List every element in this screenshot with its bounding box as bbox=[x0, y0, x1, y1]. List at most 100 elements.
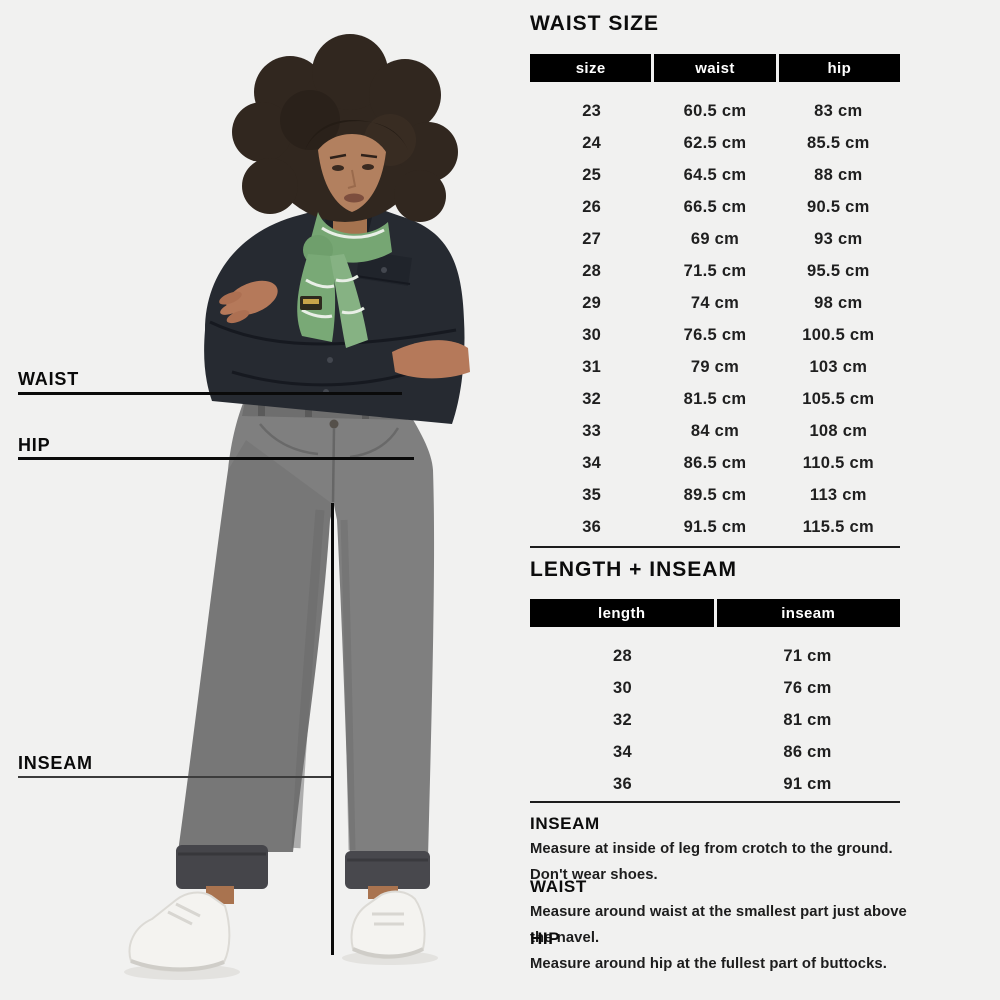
table-cell: 64.5 cm bbox=[683, 165, 747, 184]
hip-measure-line bbox=[18, 457, 414, 460]
table-cell: 110.5 cm bbox=[802, 453, 874, 472]
table-cell: 103 cm bbox=[809, 357, 868, 376]
waist-table-body: 23 60.5 cm 83 cm 24 62.5 cm 85.5 cm 25 64.5 cm 8… bbox=[530, 95, 900, 543]
waist-table-header: size waist hip bbox=[530, 54, 900, 82]
table-cell: 29 bbox=[582, 293, 602, 312]
table-row: 26 66.5 cm 90.5 cm bbox=[530, 191, 900, 223]
table-cell: 105.5 cm bbox=[802, 389, 875, 408]
table-row: 24 62.5 cm 85.5 cm bbox=[530, 127, 900, 159]
header-cell: waist bbox=[654, 54, 776, 82]
waist-size-title: WAIST SIZE bbox=[530, 12, 660, 35]
table-cell: 91 cm bbox=[783, 774, 832, 793]
figure-label-waist: WAIST bbox=[18, 369, 79, 389]
sneakers bbox=[128, 890, 426, 972]
length-table-header: length inseam bbox=[530, 599, 900, 627]
waist-measure-line bbox=[18, 392, 402, 395]
divider bbox=[530, 801, 900, 803]
table-cell: 93 cm bbox=[814, 229, 863, 248]
table-cell: 36 bbox=[613, 774, 632, 793]
table-cell: 90.5 cm bbox=[806, 197, 870, 216]
table-row: 25 64.5 cm 88 cm bbox=[530, 159, 900, 191]
table-cell: 30 bbox=[613, 678, 632, 697]
forearm bbox=[392, 340, 470, 379]
table-cell: 83 cm bbox=[814, 101, 863, 120]
note-inseam-body: Measure at inside of leg from crotch to … bbox=[530, 841, 893, 883]
table-cell: 24 bbox=[582, 133, 602, 152]
note-waist-body: Measure around waist at the smallest par… bbox=[530, 904, 907, 946]
model-photo bbox=[124, 34, 470, 980]
table-row: 30 76.5 cm 100.5 cm bbox=[530, 319, 900, 351]
table-row: 23 60.5 cm 83 cm bbox=[530, 95, 900, 127]
note-hip-body: Measure around hip at the fullest part o… bbox=[530, 956, 887, 972]
length-inseam-title: LENGTH + INSEAM bbox=[530, 558, 737, 581]
table-cell: 28 bbox=[613, 646, 632, 665]
table-row: 28 71.5 cm 95.5 cm bbox=[530, 255, 900, 287]
header-cell: size bbox=[530, 54, 652, 82]
table-cell: 95.5 cm bbox=[806, 261, 870, 280]
table-row: 32 81 cm bbox=[530, 704, 900, 736]
header-cell: length bbox=[530, 599, 714, 627]
table-cell: 28 bbox=[582, 261, 602, 280]
table-row: 36 91 cm bbox=[530, 768, 900, 800]
table-cell: 25 bbox=[582, 165, 602, 184]
table-cell: 26 bbox=[582, 197, 602, 216]
table-cell: 60.5 cm bbox=[683, 101, 747, 120]
note-waist-heading: WAIST bbox=[530, 877, 587, 896]
figure-label-inseam: INSEAM bbox=[18, 753, 93, 773]
table-cell: 86.5 cm bbox=[683, 453, 747, 472]
table-row: 35 89.5 cm 113 cm bbox=[530, 479, 900, 511]
inseam-vertical-line bbox=[331, 503, 334, 955]
divider bbox=[530, 546, 900, 548]
table-cell: 84 cm bbox=[690, 421, 740, 440]
table-cell: 35 bbox=[582, 485, 602, 504]
table-cell: 79 cm bbox=[690, 357, 740, 376]
table-cell: 76.5 cm bbox=[683, 325, 747, 344]
table-row: 27 69 cm 93 cm bbox=[530, 223, 900, 255]
table-row: 29 74 cm 98 cm bbox=[530, 287, 900, 319]
header-cell: inseam bbox=[716, 599, 900, 627]
table-cell: 32 bbox=[582, 389, 602, 408]
table-cell: 91.5 cm bbox=[683, 517, 747, 536]
table-cell: 74 cm bbox=[690, 293, 740, 312]
table-cell: 108 cm bbox=[809, 421, 868, 440]
table-cell: 62.5 cm bbox=[683, 133, 747, 152]
table-row: 34 86 cm bbox=[530, 736, 900, 768]
jeans-cuffs bbox=[176, 845, 430, 889]
table-cell: 27 bbox=[582, 229, 602, 248]
length-table-body: 28 71 cm 30 76 cm 32 81 cm 34 86 cm 36 91 cm bbox=[530, 640, 900, 800]
table-cell: 86 cm bbox=[783, 742, 832, 761]
table-cell: 76 cm bbox=[783, 678, 832, 697]
table-row: 28 71 cm bbox=[530, 640, 900, 672]
table-cell: 89.5 cm bbox=[683, 485, 747, 504]
figure-label-hip: HIP bbox=[18, 435, 51, 455]
table-cell: 33 bbox=[582, 421, 602, 440]
table-cell: 66.5 cm bbox=[683, 197, 747, 216]
table-cell: 81.5 cm bbox=[683, 389, 747, 408]
table-row: 30 76 cm bbox=[530, 672, 900, 704]
header-cell: hip bbox=[778, 54, 900, 82]
table-row: 36 91.5 cm 115.5 cm bbox=[530, 511, 900, 543]
table-cell: 30 bbox=[582, 325, 602, 344]
table-cell: 88 cm bbox=[814, 165, 863, 184]
table-cell: 31 bbox=[582, 357, 602, 376]
inseam-measure-line bbox=[18, 776, 332, 778]
table-cell: 71.5 cm bbox=[683, 261, 747, 280]
table-cell: 69 cm bbox=[690, 229, 740, 248]
table-row: 31 79 cm 103 cm bbox=[530, 351, 900, 383]
table-cell: 32 bbox=[613, 710, 632, 729]
note-inseam-heading: INSEAM bbox=[530, 814, 600, 833]
table-cell: 34 bbox=[582, 453, 602, 472]
table-cell: 34 bbox=[613, 742, 632, 761]
table-cell: 85.5 cm bbox=[806, 133, 870, 152]
table-cell: 115.5 cm bbox=[802, 517, 874, 536]
table-row: 33 84 cm 108 cm bbox=[530, 415, 900, 447]
table-cell: 98 cm bbox=[814, 293, 863, 312]
table-cell: 71 cm bbox=[783, 646, 832, 665]
table-row: 32 81.5 cm 105.5 cm bbox=[530, 383, 900, 415]
note-hip-heading: HIP bbox=[530, 929, 561, 948]
hand bbox=[219, 280, 278, 324]
table-cell: 81 cm bbox=[783, 710, 832, 729]
table-cell: 23 bbox=[582, 101, 602, 120]
table-cell: 100.5 cm bbox=[802, 325, 875, 344]
